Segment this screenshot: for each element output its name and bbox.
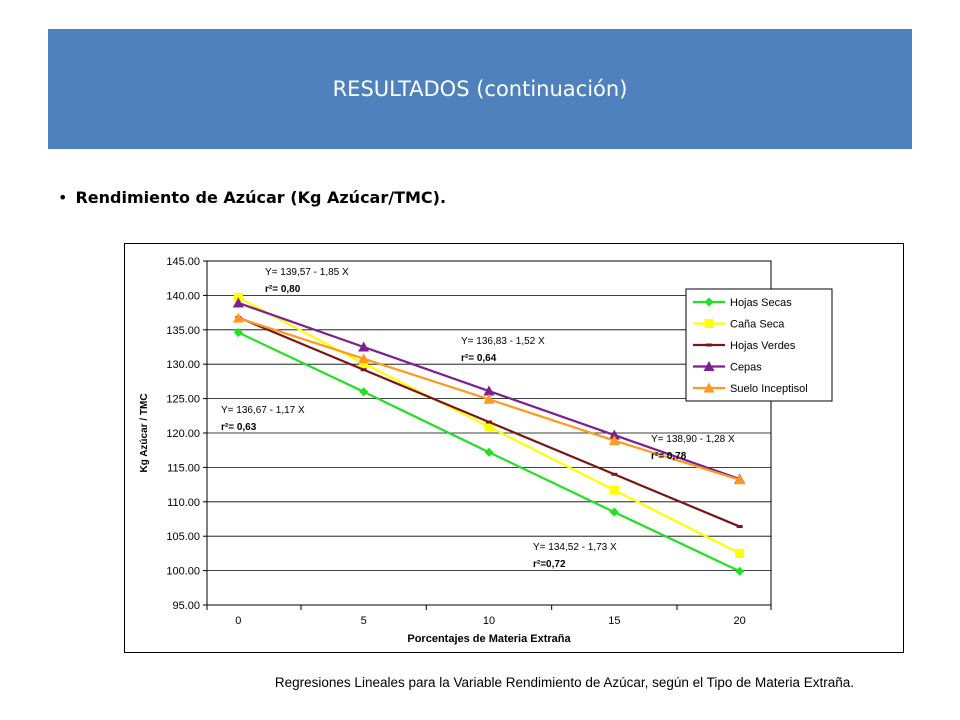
y-tick-label: 130.00 bbox=[166, 359, 200, 371]
y-axis-label: Kg Azúcar / TMC bbox=[139, 393, 150, 472]
legend-label: Caña Seca bbox=[730, 319, 785, 331]
data-point-ca-a-seca bbox=[735, 548, 745, 558]
page-title: RESULTADOS (continuación) bbox=[332, 77, 628, 101]
y-tick-label: 100.00 bbox=[166, 566, 200, 578]
x-tick-label: 10 bbox=[483, 615, 495, 627]
regression-r2: r²= 0,78 bbox=[651, 451, 687, 462]
data-point-hojas-secas bbox=[359, 387, 369, 397]
legend-marker bbox=[704, 319, 714, 328]
bullet-text: Rendimiento de Azúcar (Kg Azúcar/TMC). bbox=[75, 188, 447, 207]
y-tick-label: 120.00 bbox=[166, 428, 200, 440]
y-tick-label: 115.00 bbox=[167, 462, 200, 474]
regression-equation: Y= 139,57 - 1,85 X bbox=[265, 267, 349, 278]
data-point-cepas bbox=[232, 297, 244, 308]
data-point-suelo-inceptisol bbox=[358, 353, 370, 364]
y-tick-label: 105.00 bbox=[166, 531, 200, 543]
data-point-ca-a-seca bbox=[233, 292, 243, 302]
data-point-ca-a-seca bbox=[609, 485, 619, 495]
regression-r2: r²= 0,80 bbox=[265, 284, 301, 295]
data-point-ca-a-seca bbox=[484, 422, 494, 432]
regression-equation: Y= 136,83 - 1,52 X bbox=[461, 336, 545, 347]
data-point-suelo-inceptisol bbox=[483, 393, 495, 404]
bullet-symbol: • bbox=[58, 188, 68, 207]
regression-equation: Y= 134,52 - 1,73 X bbox=[533, 542, 617, 553]
y-tick-label: 125.00 bbox=[166, 394, 200, 406]
title-banner: RESULTADOS (continuación) bbox=[48, 29, 912, 149]
data-point-suelo-inceptisol bbox=[608, 435, 620, 446]
x-tick-label: 20 bbox=[734, 615, 746, 627]
x-tick-label: 15 bbox=[608, 615, 620, 627]
regression-equation: Y= 138,90 - 1,28 X bbox=[651, 434, 735, 445]
data-point-hojas-verdes bbox=[360, 368, 367, 372]
legend-label: Suelo Inceptisol bbox=[730, 383, 808, 395]
y-tick-label: 135.00 bbox=[166, 325, 200, 337]
y-tick-label: 95.00 bbox=[172, 600, 200, 612]
legend-marker bbox=[703, 361, 715, 371]
data-point-suelo-inceptisol bbox=[734, 474, 746, 485]
legend-marker bbox=[703, 382, 715, 393]
legend-marker bbox=[706, 343, 712, 347]
bullet-item: • Rendimiento de Azúcar (Kg Azúcar/TMC). bbox=[58, 188, 446, 207]
regression-r2: r²= 0,63 bbox=[221, 422, 257, 433]
data-point-cepas bbox=[483, 385, 495, 396]
data-point-hojas-secas bbox=[484, 447, 494, 457]
data-point-hojas-verdes bbox=[611, 472, 618, 476]
plot-area bbox=[206, 260, 772, 606]
data-point-ca-a-seca bbox=[359, 359, 369, 369]
figure-caption: Regresiones Lineales para la Variable Re… bbox=[274, 675, 854, 690]
data-point-cepas bbox=[358, 341, 370, 352]
data-point-hojas-verdes bbox=[736, 525, 743, 529]
y-tick-label: 145.00 bbox=[166, 256, 200, 268]
data-point-hojas-secas bbox=[735, 566, 745, 576]
data-point-hojas-verdes bbox=[486, 420, 492, 424]
y-tick-label: 140.00 bbox=[166, 290, 200, 302]
data-point-hojas-secas bbox=[609, 507, 619, 517]
data-point-cepas bbox=[608, 429, 620, 440]
data-point-suelo-inceptisol bbox=[232, 312, 244, 323]
x-tick-label: 0 bbox=[235, 615, 241, 627]
data-point-hojas-secas bbox=[233, 328, 243, 338]
legend-label: Hojas Verdes bbox=[730, 340, 796, 352]
regression-r2: r²= 0,64 bbox=[461, 353, 497, 364]
regression-equation: Y= 136,67 - 1,17 X bbox=[221, 405, 305, 416]
regression-r2: r²=0,72 bbox=[533, 559, 566, 570]
x-tick-label: 5 bbox=[361, 615, 367, 627]
legend-marker bbox=[704, 297, 714, 307]
legend-label: Hojas Secas bbox=[730, 297, 792, 309]
y-tick-label: 110.00 bbox=[167, 497, 200, 509]
x-axis-label: Porcentajes de Materia Extraña bbox=[407, 633, 571, 645]
regression-chart: 95.00 100.00 105.00 110.00 115.00 120.00 125.0… bbox=[139, 256, 833, 645]
chart-frame: 95.00 100.00 105.00 110.00 115.00 120.00 125.0… bbox=[124, 243, 904, 653]
legend-label: Cepas bbox=[730, 362, 762, 374]
